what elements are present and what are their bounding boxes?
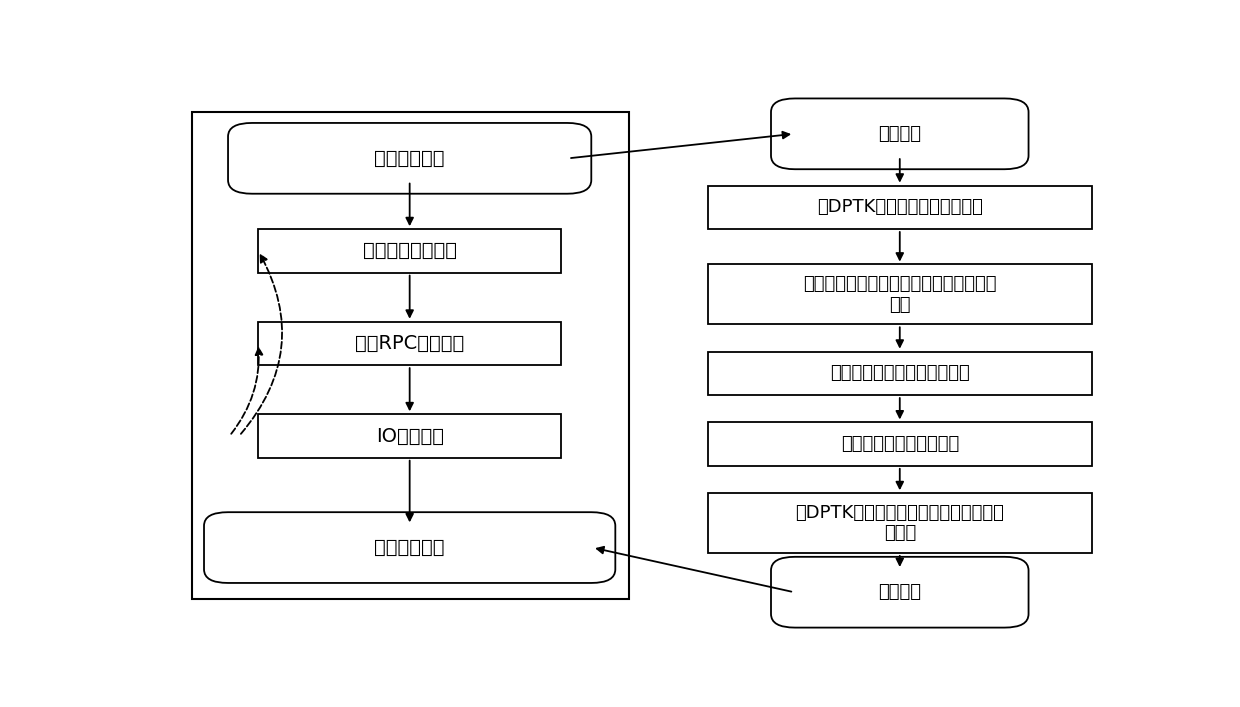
FancyBboxPatch shape [708, 185, 1092, 229]
FancyBboxPatch shape [205, 512, 615, 583]
Text: 轮询结束: 轮询结束 [878, 583, 921, 601]
Text: 进行RPC通信处理: 进行RPC通信处理 [355, 334, 464, 353]
FancyBboxPatch shape [708, 351, 1092, 395]
Text: 利用协议栈进行定时任务处理: 利用协议栈进行定时任务处理 [830, 364, 970, 382]
Text: 利用协议栈对所述网络数据包进行解析及
处理: 利用协议栈对所述网络数据包进行解析及 处理 [804, 275, 997, 314]
FancyBboxPatch shape [258, 229, 560, 273]
FancyBboxPatch shape [258, 322, 560, 366]
FancyBboxPatch shape [771, 557, 1028, 628]
FancyBboxPatch shape [191, 112, 629, 600]
Text: 利用协议栈进行发包处理: 利用协议栈进行发包处理 [841, 435, 959, 453]
Text: IO业务处理: IO业务处理 [376, 426, 444, 445]
Text: 经DPTK将封装后的网络数据包发送到所
述网卡: 经DPTK将封装后的网络数据包发送到所 述网卡 [795, 503, 1004, 542]
FancyBboxPatch shape [708, 264, 1092, 325]
FancyBboxPatch shape [258, 414, 560, 457]
Text: 事件处理结束: 事件处理结束 [374, 538, 445, 557]
Text: 经DPTK从网卡接收网络数据包: 经DPTK从网卡接收网络数据包 [817, 199, 983, 216]
FancyBboxPatch shape [771, 98, 1028, 169]
FancyBboxPatch shape [228, 123, 591, 194]
Text: 事件处理开始: 事件处理开始 [374, 149, 445, 168]
FancyBboxPatch shape [708, 422, 1092, 466]
FancyBboxPatch shape [708, 493, 1092, 553]
Text: 进行连接事件处理: 进行连接事件处理 [362, 241, 456, 260]
Text: 轮询开始: 轮询开始 [878, 125, 921, 143]
